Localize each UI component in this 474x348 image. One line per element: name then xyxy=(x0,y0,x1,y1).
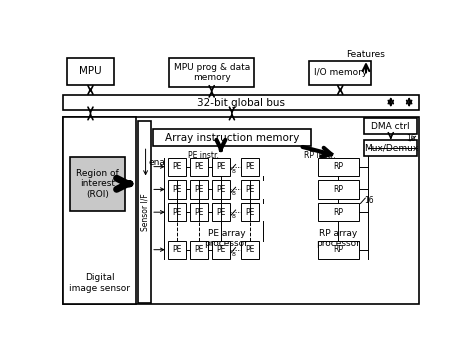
Text: 16: 16 xyxy=(406,134,416,143)
Text: DMA ctrl: DMA ctrl xyxy=(372,122,410,130)
Bar xyxy=(63,95,419,110)
Bar xyxy=(169,58,254,87)
Bar xyxy=(66,58,114,85)
Text: Sensor I/F: Sensor I/F xyxy=(140,193,149,231)
Text: RP array
processor: RP array processor xyxy=(317,229,360,248)
Text: PE: PE xyxy=(172,162,182,171)
Text: PE: PE xyxy=(172,208,182,217)
Text: 32-bit global bus: 32-bit global bus xyxy=(197,98,285,108)
Bar xyxy=(318,203,359,221)
Text: PE: PE xyxy=(216,162,226,171)
Bar xyxy=(63,117,419,304)
Text: Region of
interest
(ROI): Region of interest (ROI) xyxy=(76,169,119,199)
Bar xyxy=(212,203,230,221)
Bar xyxy=(241,180,259,198)
Text: Digital
image sensor: Digital image sensor xyxy=(69,273,130,293)
Bar xyxy=(364,140,418,156)
Bar xyxy=(364,118,418,134)
Text: MPU: MPU xyxy=(79,66,102,76)
Text: PE: PE xyxy=(216,245,226,254)
Text: RP instr.: RP instr. xyxy=(303,151,335,160)
Text: Array instruction memory: Array instruction memory xyxy=(165,133,299,143)
Text: Mux/Demux: Mux/Demux xyxy=(364,143,418,152)
Text: PE instr.: PE instr. xyxy=(188,151,219,160)
Bar xyxy=(63,117,137,304)
Bar xyxy=(241,158,259,176)
Text: PE: PE xyxy=(216,208,226,217)
Bar xyxy=(309,61,372,85)
Bar xyxy=(168,203,186,221)
Text: PE array
processor: PE array processor xyxy=(204,229,248,248)
Text: RP: RP xyxy=(333,162,344,171)
Bar xyxy=(318,240,359,259)
Bar xyxy=(168,240,186,259)
Text: ena: ena xyxy=(148,158,165,167)
Bar xyxy=(241,240,259,259)
Text: I/O memory: I/O memory xyxy=(314,68,367,77)
Text: PE: PE xyxy=(172,185,182,194)
Bar xyxy=(190,180,208,198)
Text: PE: PE xyxy=(172,245,182,254)
Bar xyxy=(190,240,208,259)
Text: RP: RP xyxy=(333,245,344,254)
Bar xyxy=(241,203,259,221)
Text: MPU prog & data
memory: MPU prog & data memory xyxy=(173,63,250,82)
Text: 16: 16 xyxy=(364,196,374,205)
Bar xyxy=(318,180,359,198)
Text: PE: PE xyxy=(194,185,203,194)
Bar xyxy=(138,121,151,303)
Text: RP: RP xyxy=(333,208,344,217)
Bar xyxy=(190,158,208,176)
Bar xyxy=(212,180,230,198)
Text: PE: PE xyxy=(246,162,255,171)
Bar xyxy=(70,157,125,211)
Text: 8: 8 xyxy=(232,191,236,197)
Text: 8: 8 xyxy=(232,214,236,219)
Text: Features: Features xyxy=(346,50,385,59)
Text: 8: 8 xyxy=(232,252,236,257)
Text: PE: PE xyxy=(194,208,203,217)
Text: PE: PE xyxy=(246,245,255,254)
Text: PE: PE xyxy=(246,185,255,194)
Text: PE: PE xyxy=(246,208,255,217)
Text: PE: PE xyxy=(216,185,226,194)
Bar xyxy=(168,180,186,198)
Bar xyxy=(190,203,208,221)
Bar xyxy=(168,158,186,176)
Bar xyxy=(212,240,230,259)
Text: PE: PE xyxy=(194,245,203,254)
Text: 8: 8 xyxy=(232,169,236,174)
Bar xyxy=(153,129,311,146)
Text: RP: RP xyxy=(333,185,344,194)
Bar xyxy=(212,158,230,176)
Text: PE: PE xyxy=(194,162,203,171)
Bar xyxy=(318,158,359,176)
